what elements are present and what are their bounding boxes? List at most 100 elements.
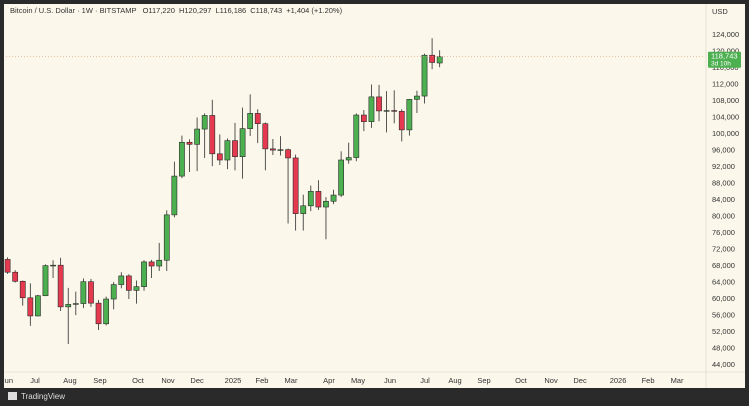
y-tick-label: 56,000 (712, 311, 735, 320)
y-tick-label: 76,000 (712, 228, 735, 237)
ohlc-value: +1,404 (+1.20%) (286, 6, 342, 15)
candle-body (239, 128, 246, 158)
y-tick-label: 60,000 (712, 294, 735, 303)
candle-body (148, 261, 155, 267)
chart-background (4, 4, 745, 388)
candle-body (247, 113, 254, 129)
x-tick-label: Feb (642, 376, 655, 385)
candle-body (171, 175, 178, 216)
y-tick-label: 100,000 (712, 129, 739, 138)
candle-body (307, 191, 314, 207)
ohlc-value: O117,220 (143, 6, 175, 15)
candle-body (285, 149, 291, 159)
candle-body (315, 191, 322, 208)
candle-body (95, 302, 102, 325)
candle-body (414, 95, 420, 100)
candle-body (179, 141, 185, 177)
brand-logo: TradingView (8, 392, 65, 401)
candle-body (224, 140, 231, 161)
candle-body (270, 148, 276, 151)
x-tick-label: Jul (30, 376, 40, 385)
candle-body (118, 275, 125, 285)
x-tick-label: Nov (161, 376, 175, 385)
candle-body (80, 281, 87, 304)
ohlc-value: C118,743 (250, 6, 282, 15)
candle-body (353, 114, 360, 158)
x-tick-label: Sep (93, 376, 106, 385)
candle-body (345, 157, 352, 161)
y-tick-label: 88,000 (712, 179, 735, 188)
x-tick-label: 2026 (610, 376, 627, 385)
ohlc-value: L116,186 (215, 6, 246, 15)
candle-body (406, 99, 413, 131)
candle-body (254, 113, 261, 124)
plot (4, 38, 705, 344)
brand: TradingView (21, 392, 65, 401)
candle-body (141, 261, 147, 287)
candle-body (27, 297, 34, 317)
candle-body (376, 96, 382, 112)
candle-body (103, 298, 110, 325)
y-tick-label: 92,000 (712, 162, 735, 171)
candle-body (292, 157, 299, 214)
y-tick-label: 120,000 (712, 46, 739, 55)
y-tick-label: 84,000 (712, 195, 735, 204)
candle-body (323, 200, 329, 208)
x-tick-label: Dec (573, 376, 587, 385)
y-tick-label: 48,000 (712, 344, 735, 353)
candle-body (125, 275, 132, 291)
candle-body (50, 264, 56, 267)
candle-body (216, 153, 223, 161)
last-price-box (708, 51, 741, 68)
x-tick-label: Jun (384, 376, 396, 385)
x-tick-label: Oct (515, 376, 528, 385)
y-tick-label: 44,000 (712, 360, 735, 369)
candle-body (12, 271, 19, 282)
candle-body (360, 114, 367, 122)
y-tick-label: 64,000 (712, 278, 735, 287)
candle-body (330, 194, 337, 202)
logo-icon (8, 392, 17, 400)
y-tick-label: 52,000 (712, 327, 735, 336)
candle-body (429, 54, 435, 63)
candle-body (277, 149, 284, 151)
candle-body (42, 265, 49, 297)
x-tick-label: Feb (256, 376, 269, 385)
y-tick-label: 104,000 (712, 112, 739, 121)
x-tick-label: Oct (132, 376, 145, 385)
candle-body (201, 115, 208, 130)
x-tick-label: 2025 (225, 376, 242, 385)
x-tick-label: Aug (448, 376, 461, 385)
candle-body (133, 286, 140, 291)
candle-body (88, 281, 94, 304)
candle-body (398, 111, 405, 131)
symbol: Bitcoin / U.S. Dollar · 1W · BITSTAMP (10, 6, 137, 15)
y-tick-label: 112,000 (712, 79, 739, 88)
ohlc-value: H120,297 (179, 6, 212, 15)
y-tick-label: 108,000 (712, 96, 739, 105)
candle-body (262, 123, 269, 150)
candle-body (421, 54, 428, 97)
currency: USD (712, 7, 728, 16)
x-tick-label: Nov (544, 376, 558, 385)
countdown: 3d 10h (711, 60, 731, 67)
candle-body (368, 96, 375, 122)
candle-body (232, 140, 238, 158)
x-tick-label: Jun (1, 376, 13, 385)
x-tick-label: Aug (63, 376, 76, 385)
x-tick-label: Mar (285, 376, 298, 385)
candle-body (156, 259, 163, 267)
y-tick-label: 72,000 (712, 245, 735, 254)
last-price-label: 118,743 (711, 52, 738, 61)
y-tick-label: 68,000 (712, 261, 735, 270)
candle-body (163, 214, 170, 261)
candle-body (57, 264, 64, 308)
candle-body (35, 295, 41, 317)
x-tick-label: May (351, 376, 365, 385)
candle-body (300, 205, 307, 214)
candle-body (338, 159, 345, 196)
y-tick-label: 80,000 (712, 212, 735, 221)
candle-body (209, 115, 216, 155)
x-tick-label: Mar (671, 376, 684, 385)
